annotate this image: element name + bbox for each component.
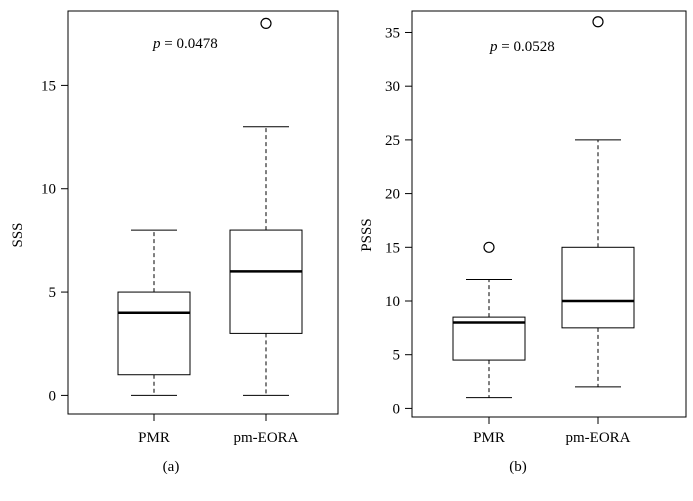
y-tick-label: 10: [385, 294, 400, 310]
y-tick-label: 10: [41, 182, 56, 198]
plot-frame: [67, 10, 339, 415]
y-tick-label: 0: [393, 401, 401, 417]
y-tick-label: 5: [49, 285, 57, 301]
boxplots: [452, 16, 635, 399]
boxplot-pmr: [452, 241, 526, 399]
outlier-point: [592, 16, 604, 28]
iqr-box: [452, 316, 526, 361]
iqr-box: [117, 291, 191, 376]
plot-frame: [411, 10, 687, 418]
panel-label: (a): [163, 459, 180, 475]
p-symbol: p: [152, 36, 161, 52]
x-tick-label: PMR: [473, 430, 505, 446]
boxplots: [117, 17, 303, 396]
p-value-annotation: p = 0.0478: [152, 36, 218, 52]
boxplot-pm-eora: [561, 16, 635, 388]
panel-a: 0 5 10 15 PMR pm-EORA SSS p = 0.0478 (a): [10, 10, 339, 475]
outlier-point: [483, 241, 495, 253]
y-tick-label: 25: [385, 133, 400, 149]
y-tick-label: 35: [385, 25, 400, 41]
y-tick-label: 0: [49, 388, 57, 404]
y-axis-title: SSS: [10, 222, 26, 247]
y-tick-label: 30: [385, 79, 400, 95]
y-tick-label: 15: [41, 78, 56, 94]
y-tick-label: 5: [393, 348, 401, 364]
iqr-box: [561, 246, 635, 329]
x-axis: PMR pm-EORA: [473, 417, 631, 446]
panel-label: (b): [509, 459, 527, 475]
x-tick-label: PMR: [138, 430, 170, 446]
p-symbol: p: [489, 39, 498, 55]
panel-b: 0 5 10 15 20 25 30 35 PMR pm-EORA PSSS p = 0.052…: [359, 10, 687, 475]
x-axis: PMR pm-EORA: [138, 414, 299, 446]
x-tick-label: pm-EORA: [566, 430, 631, 446]
p-value-text: = 0.0528: [498, 39, 555, 55]
p-value-annotation: p = 0.0528: [489, 39, 555, 55]
p-value-text: = 0.0478: [161, 36, 218, 52]
outlier-point: [260, 17, 272, 29]
x-tick-label: pm-EORA: [234, 430, 299, 446]
iqr-box: [229, 229, 303, 334]
y-axis: 0 5 10 15 20 25 30 35: [385, 25, 412, 417]
y-tick-label: 15: [385, 240, 400, 256]
y-axis-title: PSSS: [359, 218, 375, 251]
y-tick-label: 20: [385, 187, 400, 203]
boxplot-pmr: [117, 229, 191, 396]
boxplot-pm-eora: [229, 17, 303, 396]
y-axis: 0 5 10 15: [41, 78, 68, 404]
